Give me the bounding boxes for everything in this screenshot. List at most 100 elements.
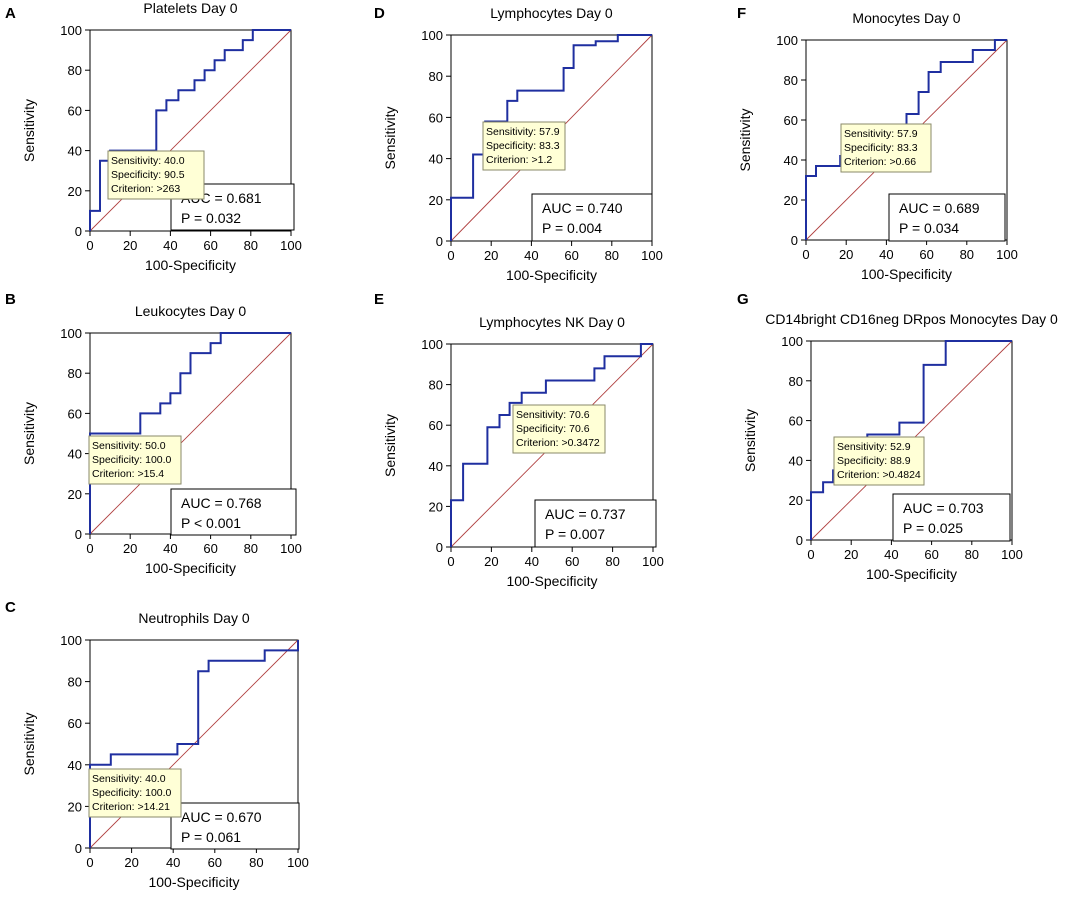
panel-e-letter: E — [374, 291, 384, 308]
panel-e-p-value: P = 0.007 — [545, 526, 605, 542]
panel-b-tooltip-line: Sensitivity: 50.0 — [92, 440, 166, 452]
panel-a-x-tick-label: 40 — [163, 238, 177, 253]
panel-c-y-axis-label: Sensitivity — [21, 712, 37, 775]
panel-f-auc-box — [888, 193, 1006, 242]
panel-b-x-tick-label: 60 — [203, 541, 217, 556]
panel-b-y-tick-label: 0 — [75, 527, 82, 542]
panel-a-y-axis-label: Sensitivity — [21, 99, 37, 162]
panel-e-tooltip-line: Sensitivity: 70.6 — [516, 409, 590, 421]
panel-c-x-axis-label: 100-Specificity — [148, 874, 239, 890]
panel-c-auc-box — [170, 802, 300, 850]
panel-g-y-tick-label: 40 — [789, 453, 803, 468]
panel-e-auc-box — [534, 499, 657, 548]
panel-g-x-tick-label: 80 — [965, 547, 979, 562]
panel-b-auc-value: AUC = 0.768 — [181, 495, 262, 511]
panel-b-y-tick-label: 80 — [68, 366, 82, 381]
panel-f-x-axis-label: 100-Specificity — [861, 266, 952, 282]
panel-a-tooltip-line: Criterion: >263 — [111, 183, 180, 195]
panel-d-x-tick-label: 100 — [641, 248, 663, 263]
panel-c-y-tick-label: 20 — [68, 799, 82, 814]
panel-b-y-tick-label: 40 — [68, 447, 82, 462]
panel-b-x-tick-label: 80 — [244, 541, 258, 556]
panel-g-letter: G — [737, 291, 749, 308]
panel-a-tooltip-line: Sensitivity: 40.0 — [111, 155, 185, 167]
panel-d-auc-value: AUC = 0.740 — [542, 200, 623, 216]
panel-e-x-tick-label: 20 — [484, 554, 498, 569]
panel-c-tooltip-box — [88, 768, 182, 818]
panel-d-p-value: P = 0.004 — [542, 220, 602, 236]
panel-d-y-axis-label: Sensitivity — [382, 106, 398, 169]
panel-f-y-axis-label: Sensitivity — [737, 108, 753, 171]
panel-d-auc-box — [531, 193, 653, 242]
panel-d-x-tick-label: 0 — [447, 248, 454, 263]
panel-g-tooltip-line: Sensitivity: 52.9 — [837, 441, 911, 453]
panel-a-y-tick-label: 20 — [68, 184, 82, 199]
panel-b-reference-diagonal — [89, 332, 292, 535]
panel-c-y-tick-label: 60 — [68, 716, 82, 731]
panel-c-roc-curve — [89, 640, 299, 848]
panel-e-title: Lymphocytes NK Day 0 — [479, 314, 625, 330]
panel-f-tooltip-line: Sensitivity: 57.9 — [844, 128, 918, 140]
panel-c-x-tick-label: 80 — [249, 855, 263, 870]
panel-b-y-tick-label: 100 — [60, 326, 82, 341]
panel-d-letter: D — [374, 5, 385, 22]
panel-e-tooltip-line: Specificity: 70.6 — [516, 423, 590, 435]
panel-f-y-tick-label: 80 — [784, 73, 798, 88]
panel-a-x-tick-label: 80 — [244, 238, 258, 253]
panel-c-x-tick-label: 100 — [287, 855, 309, 870]
panel-c-y-tick-label: 80 — [68, 675, 82, 690]
panel-f-x-tick-label: 100 — [996, 247, 1018, 262]
panel-e-y-tick-label: 0 — [436, 540, 443, 555]
panel-g-y-tick-label: 60 — [789, 414, 803, 429]
panel-c-letter: C — [5, 599, 16, 616]
panel-f-y-tick-label: 20 — [784, 193, 798, 208]
panel-d-x-axis-label: 100-Specificity — [506, 267, 597, 283]
panel-d-x-tick-label: 20 — [484, 248, 498, 263]
panel-d-tooltip-line: Sensitivity: 57.9 — [486, 126, 560, 138]
panel-d-tooltip-box — [482, 121, 566, 171]
panel-a-tooltip-box — [107, 150, 205, 200]
panel-b-tooltip-box — [88, 435, 182, 485]
panel-g-x-tick-label: 60 — [924, 547, 938, 562]
panel-d-title: Lymphocytes Day 0 — [490, 5, 613, 21]
panel-a-y-tick-label: 100 — [60, 23, 82, 38]
panel-b-x-tick-label: 40 — [163, 541, 177, 556]
panel-a-y-tick-label: 80 — [68, 63, 82, 78]
panel-d-y-tick-label: 40 — [429, 152, 443, 167]
panel-g-y-tick-label: 100 — [781, 334, 803, 349]
panel-a-y-tick-label: 60 — [68, 103, 82, 118]
panel-a-plot-frame — [89, 29, 292, 232]
panel-a-x-tick-label: 20 — [123, 238, 137, 253]
panel-b-x-axis-label: 100-Specificity — [145, 560, 236, 576]
panel-e-x-tick-label: 80 — [605, 554, 619, 569]
panel-f-x-tick-label: 0 — [802, 247, 809, 262]
panel-e-x-tick-label: 100 — [642, 554, 664, 569]
panel-d-y-tick-label: 0 — [436, 234, 443, 249]
panel-g-y-tick-label: 0 — [796, 533, 803, 548]
panel-g-auc-value: AUC = 0.703 — [903, 500, 984, 516]
panel-d-x-tick-label: 40 — [524, 248, 538, 263]
panel-g-tooltip-line: Criterion: >0.4824 — [837, 469, 921, 481]
panel-b-y-tick-label: 20 — [68, 487, 82, 502]
panel-c-tooltip-line: Criterion: >14.21 — [92, 801, 170, 813]
panel-b-y-axis-label: Sensitivity — [21, 402, 37, 465]
panel-g-y-axis-label: Sensitivity — [742, 409, 758, 472]
panel-f-y-tick-label: 100 — [776, 33, 798, 48]
panel-d-y-tick-label: 20 — [429, 193, 443, 208]
panel-a-y-tick-label: 40 — [68, 144, 82, 159]
panel-a-title: Platelets Day 0 — [143, 0, 237, 16]
panel-a-x-axis-label: 100-Specificity — [145, 257, 236, 273]
panel-f-y-tick-label: 60 — [784, 113, 798, 128]
panel-c-x-tick-label: 20 — [124, 855, 138, 870]
panel-f-p-value: P = 0.034 — [899, 220, 959, 236]
panel-c-y-tick-label: 100 — [60, 633, 82, 648]
panel-c-auc-value: AUC = 0.670 — [181, 809, 262, 825]
panel-d-tooltip-line: Criterion: >1.2 — [486, 154, 552, 166]
panel-a-x-tick-label: 0 — [86, 238, 93, 253]
panel-e-y-tick-label: 80 — [429, 378, 443, 393]
panel-f-auc-value: AUC = 0.689 — [899, 200, 980, 216]
panel-b-tooltip-line: Specificity: 100.0 — [92, 454, 172, 466]
panel-d-x-tick-label: 80 — [605, 248, 619, 263]
panel-c-x-tick-label: 0 — [86, 855, 93, 870]
